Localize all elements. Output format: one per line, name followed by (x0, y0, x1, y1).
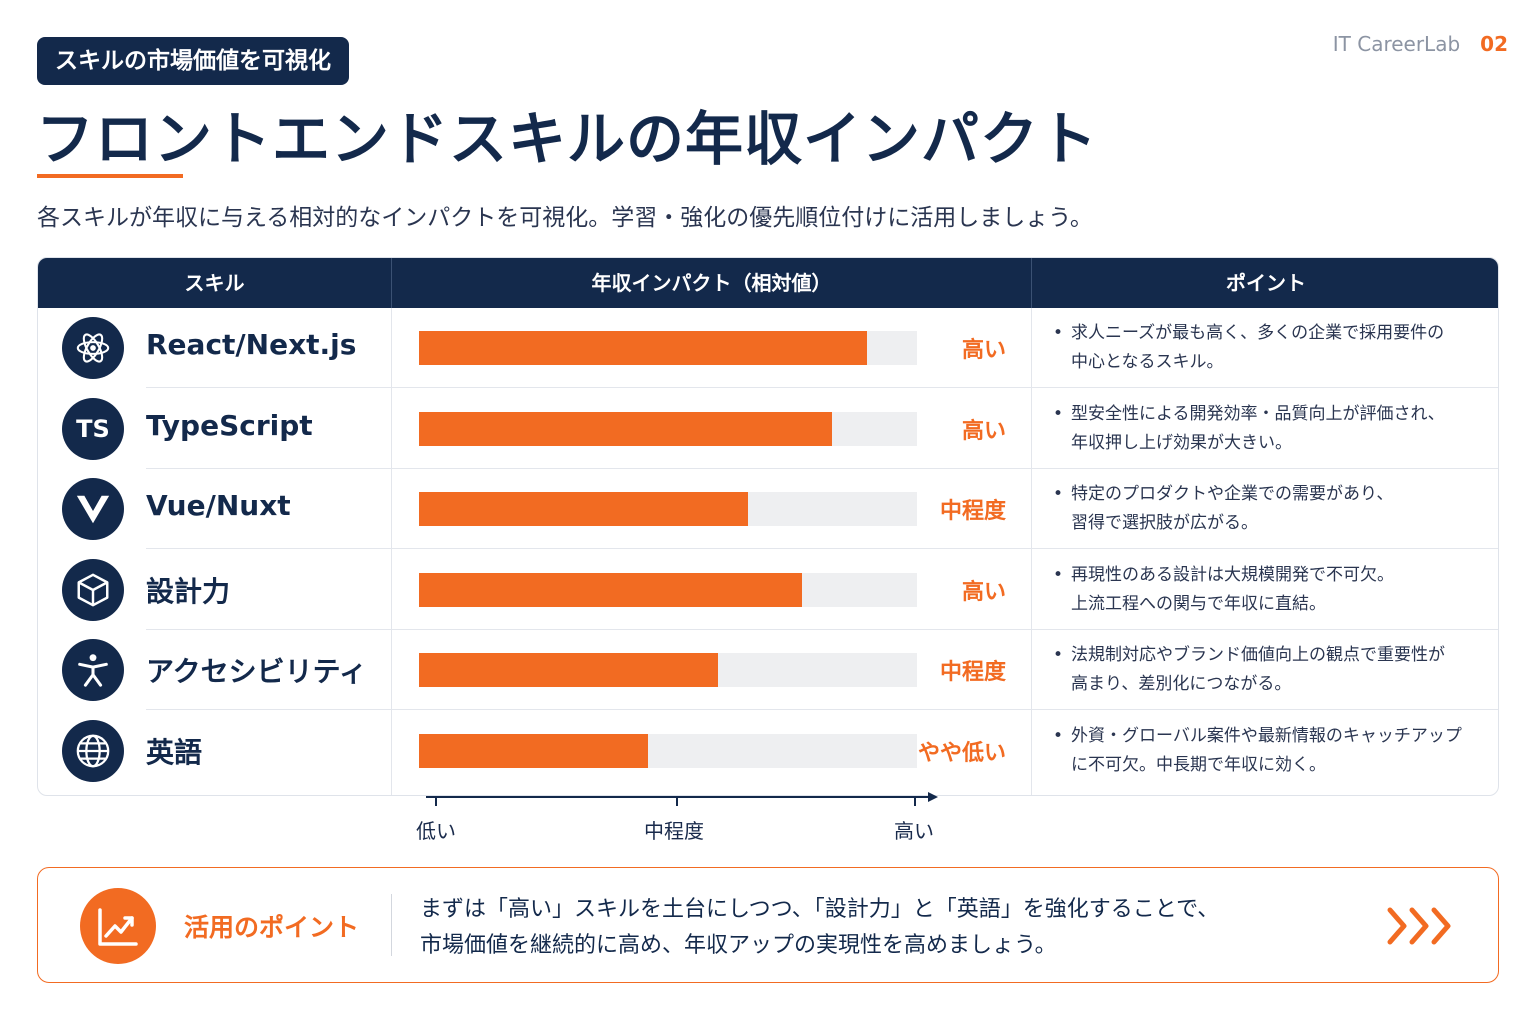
skill-name: Vue/Nuxt (146, 489, 291, 523)
level-label: 中程度 (939, 499, 1006, 525)
bullet: • (1053, 323, 1064, 344)
impact-axis (426, 792, 938, 806)
row-separator (391, 548, 1498, 549)
row-separator (146, 467, 392, 469)
point-line-2: に不可欠。中長期で年収に効く。 (1071, 754, 1326, 775)
level-label: 高い (961, 418, 1006, 444)
react-atom-icon (62, 317, 124, 380)
row-separator (391, 467, 1498, 469)
table-row: 英語 やや低い • 外資・グローバル案件や最新情報のキャッチアップ に不可欠。中長期で年… (38, 711, 1498, 791)
table-row: TS TypeScript 高い • 型安全性による開発効率・品質向上が評価され、 年収押… (38, 389, 1498, 469)
title-underline (37, 174, 183, 178)
table-row: Vue/Nuxt 中程度 • 特定のプロダクトや企業での需要があり、 習得で選択肢が広が… (38, 469, 1498, 549)
section-badge: スキルの市場価値を可視化 (37, 37, 349, 85)
bullet: • (1053, 725, 1064, 746)
point-line-2: 年収押し上げ効果が大きい。 (1071, 432, 1292, 453)
point-text: • 型安全性による開発効率・品質向上が評価され、 年収押し上げ効果が大きい。 (1053, 400, 1493, 458)
accessibility-icon (62, 639, 124, 702)
trend-up-icon (80, 888, 156, 964)
point-line-1: 法規制対応やブランド価値向上の観点で重要性が (1071, 645, 1445, 666)
row-separator (146, 387, 392, 388)
axis-label-mid: 中程度 (644, 819, 704, 843)
point-text: • 再現性のある設計は大規模開発で不可欠。 上流工程への関与で年収に直結。 (1053, 561, 1493, 619)
axis-label-high: 高い (894, 819, 934, 843)
skill-impact-table: スキル 年収インパクト（相対値） ポイント React/Next.js 高い • 求人… (37, 257, 1499, 796)
brand: IT CareerLab 02 (1333, 32, 1508, 56)
skill-name: 英語 (146, 735, 203, 769)
column-divider (1031, 308, 1032, 795)
bar-track (419, 492, 917, 527)
bar (419, 492, 748, 527)
point-text: • 求人ニーズが最も高く、多くの企業で採用要件の 中心となるスキル。 (1053, 319, 1493, 377)
chevrons-right-icon (1387, 907, 1451, 945)
globe-icon (62, 719, 124, 782)
row-separator (391, 628, 1498, 630)
point-text: • 法規制対応やブランド価値向上の観点で重要性が 高まり、差別化につながる。 (1053, 641, 1493, 699)
bullet: • (1053, 484, 1064, 505)
cube-icon (62, 558, 124, 621)
typescript-icon: TS (62, 397, 124, 460)
point-line-1: 再現性のある設計は大規模開発で不可欠。 (1071, 564, 1394, 585)
header-skill: スキル (184, 271, 245, 295)
bullet: • (1053, 645, 1064, 666)
skill-name: 設計力 (146, 574, 231, 608)
column-divider (391, 308, 392, 795)
table-row: アクセシビリティ 中程度 • 法規制対応やブランド価値向上の観点で重要性が 高まり、差別… (38, 630, 1498, 710)
skill-name: TypeScript (146, 408, 313, 442)
tip-callout: 活用のポイント まずは「高い」スキルを土台にしつつ、「設計力」と「英語」を強化す… (37, 867, 1499, 983)
bar (419, 653, 718, 688)
bar (419, 572, 802, 607)
bullet: • (1053, 403, 1064, 424)
level-label: 高い (961, 338, 1006, 364)
bar-track (419, 653, 917, 688)
point-text: • 特定のプロダクトや企業での需要があり、 習得で選択肢が広がる。 (1053, 480, 1493, 538)
point-text: • 外資・グローバル案件や最新情報のキャッチアップ に不可欠。中長期で年収に効く。 (1053, 722, 1493, 780)
bullet: • (1053, 564, 1064, 585)
ts-text: TS (76, 414, 110, 443)
bar-track (419, 411, 917, 446)
row-separator (391, 387, 1498, 388)
bar (419, 411, 832, 446)
level-label: やや低い (917, 740, 1006, 766)
skill-name: アクセシビリティ (146, 655, 367, 689)
page-number: 02 (1480, 32, 1508, 56)
callout-text: まずは「高い」スキルを土台にしつつ、「設計力」と「英語」を強化することで、 市場… (420, 892, 1219, 964)
row-separator (146, 709, 392, 710)
point-line-2: 高まり、差別化につながる。 (1071, 674, 1292, 695)
row-separator (146, 628, 392, 630)
point-line-1: 型安全性による開発効率・品質向上が評価され、 (1071, 403, 1445, 424)
point-line-2: 中心となるスキル。 (1071, 352, 1224, 373)
bar-track (419, 572, 917, 607)
level-label: 中程度 (939, 660, 1006, 686)
table-header: スキル 年収インパクト（相対値） ポイント (38, 258, 1498, 308)
row-separator (146, 548, 392, 549)
bar-track (419, 331, 917, 366)
table-row: 設計力 高い • 再現性のある設計は大規模開発で不可欠。 上流工程への関与で年収に直結。 (38, 550, 1498, 630)
bar (419, 331, 867, 366)
callout-label: 活用のポイント (184, 913, 360, 942)
bar-track (419, 733, 917, 768)
page-subtitle: 各スキルが年収に与える相対的なインパクトを可視化。学習・強化の優先順位付けに活用… (37, 205, 1093, 231)
vue-icon (62, 478, 124, 541)
point-line-1: 外資・グローバル案件や最新情報のキャッチアップ (1071, 725, 1462, 746)
axis-arrow (928, 792, 938, 802)
point-line-1: 特定のプロダクトや企業での需要があり、 (1071, 484, 1394, 505)
point-line-2: 上流工程への関与で年収に直結。 (1071, 593, 1326, 614)
level-label: 高い (961, 579, 1006, 605)
row-separator (391, 709, 1498, 710)
callout-line-2: 市場価値を継続的に高め、年収アップの実現性を高めましょう。 (420, 933, 1057, 958)
point-line-2: 習得で選択肢が広がる。 (1071, 513, 1258, 534)
callout-line-1: まずは「高い」スキルを土台にしつつ、「設計力」と「英語」を強化することで、 (420, 897, 1220, 922)
header-point: ポイント (1031, 258, 1498, 308)
point-line-1: 求人ニーズが最も高く、多くの企業で採用要件の (1071, 323, 1445, 344)
page-title: フロントエンドスキルの年収インパクト (36, 105, 1099, 173)
table-row: React/Next.js 高い • 求人ニーズが最も高く、多くの企業で採用要件の 中心… (38, 308, 1498, 388)
axis-label-low: 低い (416, 819, 456, 843)
brand-name: IT CareerLab (1332, 32, 1461, 56)
header-impact: 年収インパクト（相対値） (391, 258, 1031, 308)
callout-divider (391, 894, 392, 956)
skill-name: React/Next.js (146, 328, 357, 362)
bar (419, 733, 648, 768)
